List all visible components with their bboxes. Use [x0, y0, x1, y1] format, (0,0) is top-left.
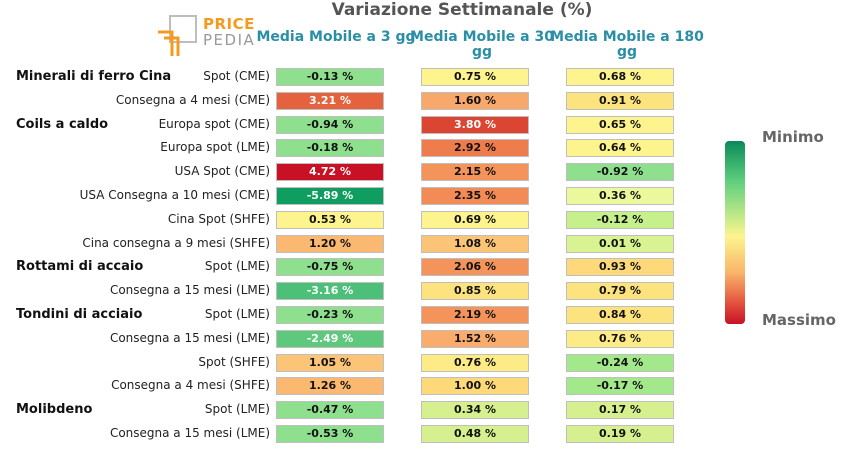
value-cell: -0.13 % — [276, 68, 384, 86]
value-cell: 2.92 % — [421, 139, 529, 158]
value-cell: 0.68 % — [566, 68, 674, 86]
row-group-label: Rottami di accaio — [16, 259, 144, 275]
row-label: Consegna a 15 mesi (LME) — [109, 283, 270, 298]
value-cell: 0.53 % — [276, 210, 384, 229]
value-cell: 0.76 % — [566, 329, 674, 348]
value-cell: 0.85 % — [421, 282, 529, 301]
value-cell: -0.94 % — [276, 115, 384, 134]
value-cell: -0.92 % — [566, 163, 674, 182]
value-cell: -0.24 % — [566, 353, 674, 372]
value-cell: 0.84 % — [566, 306, 674, 324]
legend-min-label: Minimo — [762, 128, 824, 146]
value-cell: 0.93 % — [566, 258, 674, 277]
row-label: Cina consegna a 9 mesi (SHFE) — [82, 235, 270, 250]
legend-max-label: Massimo — [762, 311, 836, 329]
row-label: Spot (SHFE) — [198, 354, 270, 369]
value-cell: 0.34 % — [421, 401, 529, 420]
value-cell: 2.06 % — [421, 258, 529, 277]
value-cell: 1.60 % — [421, 91, 529, 110]
value-cell: -2.49 % — [276, 329, 384, 348]
value-cell: 1.26 % — [276, 377, 384, 396]
row-label: Consegna a 15 mesi (LME) — [109, 426, 270, 440]
value-cell: 0.19 % — [566, 425, 674, 443]
value-cell: -3.16 % — [276, 282, 384, 301]
row-label: Spot (LME) — [204, 402, 270, 417]
value-cell: 1.20 % — [276, 234, 384, 253]
row-group-label: Tondini di acciaio — [16, 307, 143, 322]
row-label: USA Spot (CME) — [174, 164, 270, 179]
value-cell: -0.17 % — [566, 377, 674, 396]
row-label: Europa spot (CME) — [158, 116, 270, 131]
logo-text-price: PRICE — [203, 15, 255, 33]
value-cell: 2.15 % — [421, 163, 529, 182]
row-label: Spot (LME) — [204, 259, 270, 274]
row-label: USA Consegna a 10 mesi (CME) — [79, 188, 270, 202]
value-cell: 1.00 % — [421, 377, 529, 396]
value-cell: 1.52 % — [421, 329, 529, 348]
value-cell: 4.72 % — [276, 163, 384, 182]
value-cell: -0.75 % — [276, 258, 384, 277]
pricepedia-logo: PRICE PEDIA — [156, 14, 256, 58]
value-cell: 0.17 % — [566, 401, 674, 420]
value-cell: 2.19 % — [421, 306, 529, 324]
value-cell: -5.89 % — [276, 187, 384, 205]
row-label: Cina Spot (SHFE) — [167, 211, 270, 226]
value-cell: -0.47 % — [276, 401, 384, 420]
row-label: Consegna a 4 mesi (SHFE) — [111, 378, 270, 393]
value-cell: 0.76 % — [421, 353, 529, 372]
column-header-30gg: Media Mobile a 30 gg — [410, 29, 554, 60]
value-cell: -0.53 % — [276, 425, 384, 443]
value-cell: 3.80 % — [421, 115, 529, 134]
row-label: Consegna a 15 mesi (LME) — [109, 330, 270, 345]
row-label: Spot (CME) — [203, 69, 270, 83]
value-cell: 0.64 % — [566, 139, 674, 158]
row-group-label: Minerali di ferro Cina — [16, 69, 172, 84]
row-label: Europa spot (LME) — [160, 140, 270, 155]
chart-title: Variazione Settimanale (%) — [331, 0, 593, 20]
value-cell: 2.35 % — [421, 187, 529, 205]
value-cell: -0.23 % — [276, 306, 384, 324]
value-cell: 1.08 % — [421, 234, 529, 253]
value-cell: 0.91 % — [566, 91, 674, 110]
value-cell: 3.21 % — [276, 91, 384, 110]
value-cell: 0.79 % — [566, 282, 674, 301]
column-header-180gg: Media Mobile a 180 gg — [550, 29, 704, 60]
row-label: Spot (LME) — [204, 307, 270, 321]
value-cell: -0.18 % — [276, 139, 384, 158]
value-cell: 0.01 % — [566, 234, 674, 253]
logo-text-pedia: PEDIA — [203, 31, 256, 49]
value-cell: -0.12 % — [566, 210, 674, 229]
value-cell: 1.05 % — [276, 353, 384, 372]
row-label: Consegna a 4 mesi (CME) — [115, 92, 270, 107]
value-cell: 0.48 % — [421, 425, 529, 443]
logo-mark-icon — [158, 15, 197, 56]
column-header-3gg: Media Mobile a 3 gg — [256, 29, 416, 45]
value-cell: 0.65 % — [566, 115, 674, 134]
value-cell: 0.69 % — [421, 210, 529, 229]
value-cell: 0.75 % — [421, 68, 529, 86]
color-scale-bar — [725, 141, 745, 324]
row-group-label: Coils a caldo — [16, 116, 109, 132]
value-cell: 0.36 % — [566, 187, 674, 205]
row-group-label: Molibdeno — [16, 402, 93, 418]
